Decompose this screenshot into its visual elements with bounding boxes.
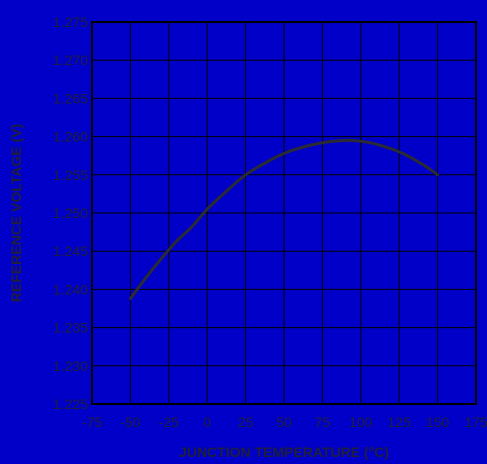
x-tick-label: 50 bbox=[276, 414, 292, 430]
y-tick-label: 1.265 bbox=[53, 90, 88, 106]
plot-frame bbox=[91, 21, 477, 405]
x-tick-label: 25 bbox=[238, 414, 254, 430]
y-axis-title: REFERENCE VOLTAGE (V) bbox=[8, 124, 24, 302]
data-series bbox=[128, 138, 440, 301]
x-tick-label: -25 bbox=[159, 414, 179, 430]
y-tick-label: 1.255 bbox=[53, 167, 88, 183]
y-tick-label: 1.270 bbox=[53, 52, 88, 68]
y-tick-label: 1.260 bbox=[53, 129, 88, 145]
y-tick-label: 1.240 bbox=[53, 281, 88, 297]
x-tick-label: -50 bbox=[120, 414, 140, 430]
x-tick-label: 0 bbox=[203, 414, 211, 430]
series-line bbox=[128, 138, 440, 301]
y-tick-label: 1.250 bbox=[53, 205, 88, 221]
y-tick-label: 1.275 bbox=[53, 14, 88, 30]
x-tick-label: 100 bbox=[349, 414, 373, 430]
x-tick-label: 175 bbox=[464, 414, 487, 430]
x-axis-title: JUNCTION TEMPERATURE (°C) bbox=[179, 444, 389, 460]
x-tick-label: -75 bbox=[82, 414, 102, 430]
x-tick-labels: -75 -50 -25 0 25 50 75 100 125 150 175 bbox=[82, 414, 487, 430]
x-tick-label: 75 bbox=[315, 414, 331, 430]
y-tick-labels: 1.275 1.270 1.265 1.260 1.255 1.250 1.245 1.240… bbox=[53, 14, 88, 412]
x-tick-label: 150 bbox=[426, 414, 450, 430]
y-tick-label: 1.230 bbox=[53, 358, 88, 374]
y-tick-label: 1.245 bbox=[53, 243, 88, 259]
x-tick-label: 125 bbox=[388, 414, 412, 430]
y-tick-label: 1.225 bbox=[53, 396, 88, 412]
y-tick-label: 1.235 bbox=[53, 320, 88, 336]
